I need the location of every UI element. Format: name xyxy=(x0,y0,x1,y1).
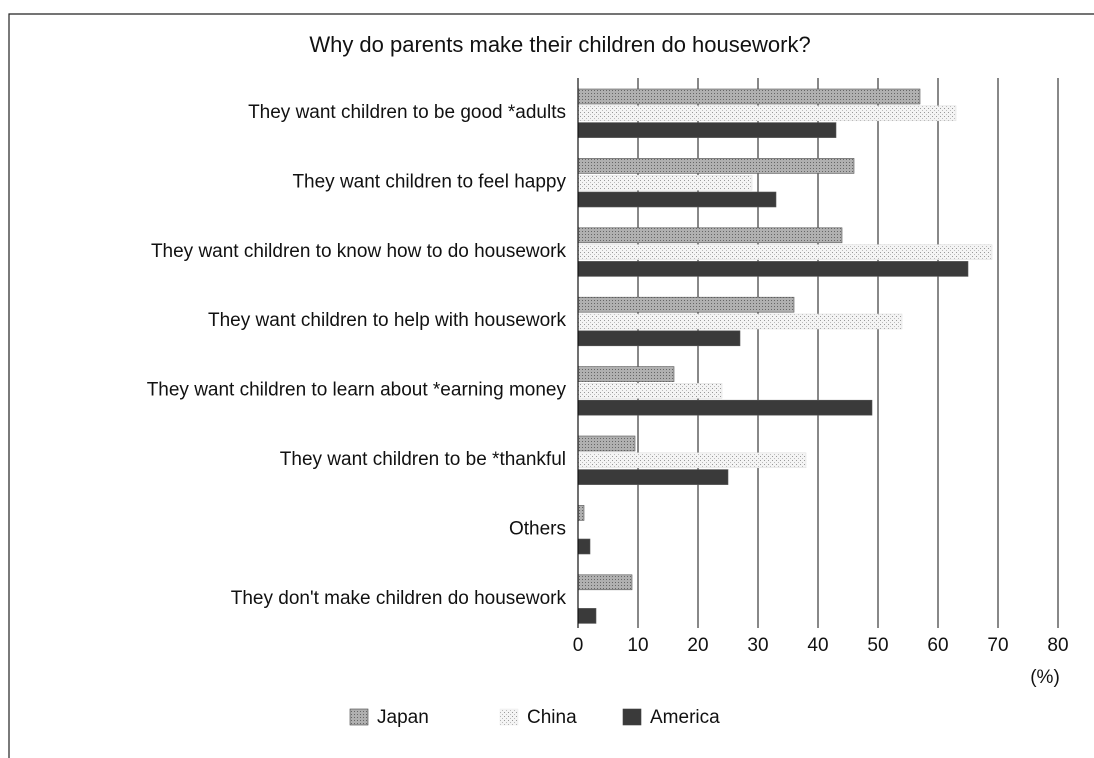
bar xyxy=(577,191,777,208)
bar xyxy=(577,383,723,399)
bar xyxy=(577,399,873,416)
legend-label: Japan xyxy=(377,707,429,728)
category-label: They want children to learn about *earni… xyxy=(147,380,567,401)
bar xyxy=(577,296,795,313)
bar xyxy=(577,244,993,260)
x-tick-label: 80 xyxy=(1047,635,1068,656)
x-axis-label: (%) xyxy=(1030,667,1060,688)
bar xyxy=(577,313,903,330)
legend-label: America xyxy=(650,707,720,728)
category-label: They don't make children do housework xyxy=(231,588,567,609)
bar xyxy=(577,469,729,485)
x-tick-label: 60 xyxy=(927,635,948,656)
category-label: They want children to know how to do hou… xyxy=(151,241,567,262)
x-tick-label: 10 xyxy=(627,635,648,656)
bar xyxy=(577,574,633,591)
legend-swatch xyxy=(499,708,519,726)
bar xyxy=(577,88,921,105)
bar xyxy=(577,261,969,277)
legend-swatch xyxy=(622,708,642,726)
bar xyxy=(577,608,597,624)
bar xyxy=(577,435,636,452)
legend-swatch xyxy=(349,708,369,726)
x-tick-label: 50 xyxy=(867,635,888,656)
bar xyxy=(577,174,753,191)
category-label: They want children to be *thankful xyxy=(280,449,566,470)
bar xyxy=(577,452,807,469)
category-label: They want children to feel happy xyxy=(292,171,566,192)
legend-label: China xyxy=(527,707,577,728)
x-tick-label: 0 xyxy=(573,635,584,656)
bar xyxy=(577,538,591,555)
category-label: They want children to be good *adults xyxy=(248,102,566,123)
x-tick-label: 30 xyxy=(747,635,768,656)
frame xyxy=(8,13,1094,758)
bar xyxy=(577,505,585,521)
category-label: Others xyxy=(509,518,566,539)
category-label: They want children to help with housewor… xyxy=(208,310,567,331)
bar xyxy=(577,366,675,382)
chart-title: Why do parents make their children do ho… xyxy=(309,32,810,57)
x-tick-label: 70 xyxy=(987,635,1008,656)
x-tick-label: 20 xyxy=(687,635,708,656)
bar xyxy=(577,122,837,138)
bar xyxy=(577,227,843,244)
bar xyxy=(577,158,855,174)
bar xyxy=(577,330,741,347)
bar xyxy=(577,105,957,122)
x-tick-label: 40 xyxy=(807,635,828,656)
